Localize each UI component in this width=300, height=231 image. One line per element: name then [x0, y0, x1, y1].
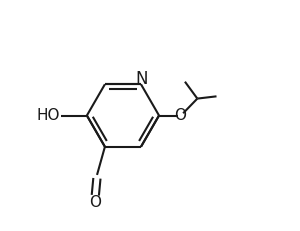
- Text: N: N: [136, 70, 148, 88]
- Text: O: O: [174, 108, 186, 123]
- Text: HO: HO: [36, 108, 60, 123]
- Text: O: O: [89, 195, 101, 210]
